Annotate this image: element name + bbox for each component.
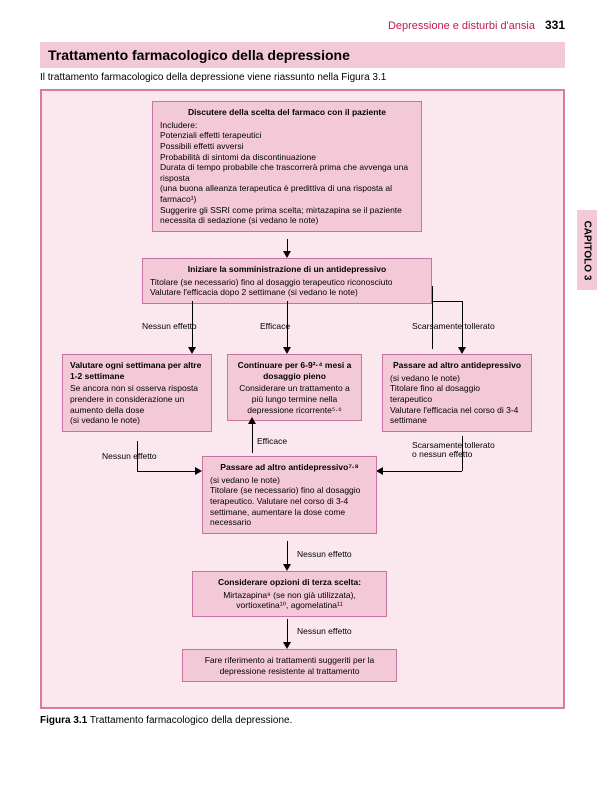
node-body: (si vedano le note) Titolare fino al dos… [390, 373, 518, 426]
arrow [287, 619, 288, 644]
node-evaluate: Valutare ogni settimana per altre 1-2 se… [62, 354, 212, 432]
node-initiate: Iniziare la somministrazione di un antid… [142, 258, 432, 304]
arrow [252, 423, 253, 453]
node-body: Includere: Potenziali effetti terapeutic… [160, 120, 408, 226]
node-continue: Continuare per 6-9²·⁴ mesi a dosaggio pi… [227, 354, 362, 421]
edge-label: Efficace [257, 436, 287, 446]
arrow [432, 286, 433, 287]
edge-label: Nessun effetto [142, 321, 197, 331]
node-title: Iniziare la somministrazione di un antid… [150, 264, 424, 275]
main-title: Trattamento farmacologico della depressi… [40, 42, 565, 68]
edge-label: Nessun effetto [297, 626, 352, 636]
arrow-head-icon [195, 467, 202, 475]
arrow [382, 471, 462, 472]
caption-text: Trattamento farmacologico della depressi… [87, 715, 292, 726]
arrow-head-icon [188, 347, 196, 354]
page-number: 331 [545, 18, 565, 32]
node-body: Titolare (se necessario) fino al dosaggi… [150, 277, 393, 298]
arrow [137, 471, 197, 472]
node-title: Discutere della scelta del farmaco con i… [160, 107, 414, 118]
arrow-head-icon [283, 564, 291, 571]
node-title: Continuare per 6-9²·⁴ mesi a dosaggio pi… [235, 360, 354, 381]
edge-label: Efficace [260, 321, 290, 331]
node-switch2: Passare ad altro antidepressivo⁷·⁸ (si v… [202, 456, 377, 534]
caption-label: Figura 3.1 [40, 715, 87, 726]
flowchart-container: Discutere della scelta del farmaco con i… [40, 89, 565, 709]
node-title: Passare ad altro antidepressivo [390, 360, 524, 371]
node-title: Passare ad altro antidepressivo⁷·⁸ [210, 462, 369, 473]
figure-caption: Figura 3.1 Trattamento farmacologico del… [40, 715, 565, 726]
node-body: Considerare un trattamento a più lungo t… [239, 383, 350, 414]
arrow [432, 301, 462, 302]
section-title: Depressione e disturbi d'ansia [388, 20, 535, 32]
node-title: Valutare ogni settimana per altre 1-2 se… [70, 360, 204, 381]
arrow-head-icon [458, 347, 466, 354]
node-refer: Fare riferimento ai trattamenti suggerit… [182, 649, 397, 682]
chapter-tab: CAPITOLO 3 [577, 210, 597, 290]
arrow [432, 286, 433, 349]
arrow-head-icon [376, 467, 383, 475]
node-discuss: Discutere della scelta del farmaco con i… [152, 101, 422, 232]
chapter-label: CAPITOLO 3 [582, 220, 593, 280]
intro-text: Il trattamento farmacologico della depre… [40, 72, 565, 83]
arrow-head-icon [283, 251, 291, 258]
node-body: Mirtazapina⁹ (se non già utilizzata), vo… [223, 590, 356, 611]
node-body: (si vedano le note) Titolare (se necessa… [210, 475, 360, 528]
node-third: Considerare opzioni di terza scelta: Mir… [192, 571, 387, 617]
edge-label: Nessun effetto [102, 451, 157, 461]
node-switch: Passare ad altro antidepressivo (si veda… [382, 354, 532, 432]
edge-label: Scarsamente tollerato o nessun effetto [412, 441, 495, 460]
arrow-head-icon [283, 642, 291, 649]
arrow-head-icon [248, 417, 256, 424]
page-header: Depressione e disturbi d'ansia 331 [0, 0, 605, 36]
arrow [287, 541, 288, 566]
edge-label: Nessun effetto [297, 549, 352, 559]
edge-label: Scarsamente tollerato [412, 321, 495, 331]
node-title: Considerare opzioni di terza scelta: [200, 577, 379, 588]
node-body: Fare riferimento ai trattamenti suggerit… [205, 655, 375, 676]
node-body: Se ancora non si osserva risposta prende… [70, 383, 198, 425]
arrow-head-icon [283, 347, 291, 354]
